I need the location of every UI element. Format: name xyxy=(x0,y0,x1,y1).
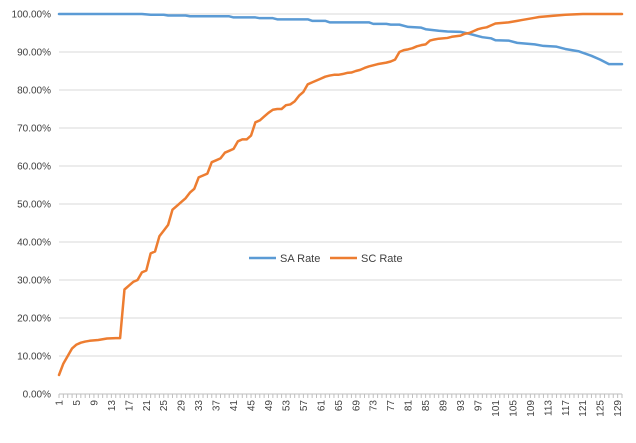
y-tick-label: 60.00% xyxy=(17,162,51,173)
x-tick-label: 109 xyxy=(526,400,537,417)
x-tick-label: 93 xyxy=(456,400,467,412)
y-tick-label: 10.00% xyxy=(17,352,51,363)
x-tick-label: 9 xyxy=(89,400,100,406)
x-tick-label: 37 xyxy=(212,400,223,412)
x-tick-label: 69 xyxy=(351,400,362,412)
y-tick-label: 30.00% xyxy=(17,276,51,287)
legend-label-sa-rate: SA Rate xyxy=(280,253,320,265)
x-tick-label: 57 xyxy=(299,400,310,412)
x-tick-label: 117 xyxy=(561,400,572,416)
x-tick-label: 97 xyxy=(473,400,484,412)
y-axis: 0.00% 10.00% 20.00% 30.00% 40.00% 50.00% 60.00… xyxy=(12,10,52,401)
x-tick-label: 105 xyxy=(508,400,519,417)
y-tick-label: 100.00% xyxy=(12,10,52,21)
x-tick-label: 21 xyxy=(142,400,153,412)
x-tick-label: 53 xyxy=(281,400,292,412)
series-layer xyxy=(57,12,624,377)
y-tick-label: 50.00% xyxy=(17,200,51,211)
x-tick-label: 17 xyxy=(124,400,135,412)
x-axis: 1 5 9 13 17 21 25 29 33 37 41 45 49 53 57 61 65 69 73 77 81 8… xyxy=(55,393,624,417)
legend: SA Rate SC Rate xyxy=(249,253,403,265)
y-tick-label: 80.00% xyxy=(17,86,51,97)
x-tick-label: 121 xyxy=(578,400,589,417)
x-tick-label: 41 xyxy=(229,400,240,412)
y-tick-label: 70.00% xyxy=(17,124,51,135)
x-tick-label: 25 xyxy=(159,400,170,412)
series-line-sa-rate xyxy=(57,12,624,66)
y-tick-label: 90.00% xyxy=(17,48,51,59)
x-tick-label: 89 xyxy=(439,400,450,412)
x-tick-label: 49 xyxy=(264,400,275,412)
x-tick-label: 29 xyxy=(177,400,188,412)
x-tick-label: 5 xyxy=(72,400,83,406)
x-tick-label: 85 xyxy=(421,400,432,412)
x-tick-label: 129 xyxy=(613,400,624,417)
x-tick-label: 1 xyxy=(55,400,66,406)
legend-label-sc-rate: SC Rate xyxy=(361,253,403,265)
x-tick-label: 101 xyxy=(491,400,502,417)
x-tick-label: 61 xyxy=(316,400,327,412)
series-line-sc-rate xyxy=(57,12,624,377)
x-tick-label: 65 xyxy=(334,400,345,412)
y-tick-label: 20.00% xyxy=(17,314,51,325)
x-tick-label: 33 xyxy=(194,400,205,412)
y-tick-label: 0.00% xyxy=(23,390,51,401)
x-tick-label: 77 xyxy=(386,400,397,412)
x-tick-label: 73 xyxy=(369,400,380,412)
x-tick-label: 45 xyxy=(247,400,258,412)
y-tick-label: 40.00% xyxy=(17,238,51,249)
x-tick-label: 113 xyxy=(543,400,554,416)
x-tick-label: 13 xyxy=(107,400,118,412)
x-tick-label: 81 xyxy=(404,400,415,412)
x-tick-label: 125 xyxy=(596,400,607,417)
